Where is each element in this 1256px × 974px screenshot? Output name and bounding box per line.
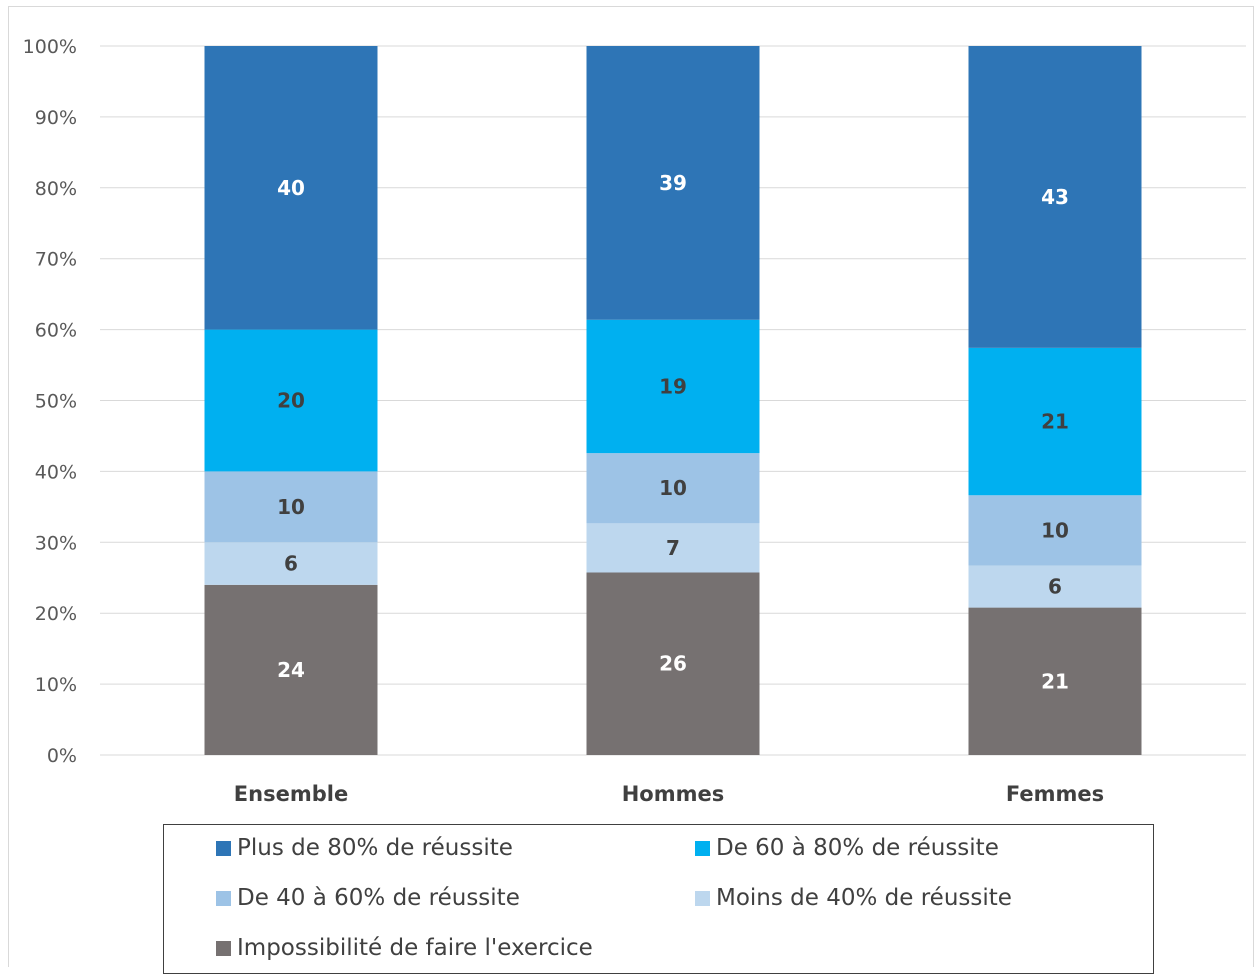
y-tick-label: 90% [35,107,77,129]
bar-segment [586,46,760,320]
data-label: 6 [1048,575,1062,599]
legend-item: De 40 à 60% de réussite [216,885,520,911]
data-label: 20 [277,389,305,413]
y-tick-label: 20% [35,603,77,625]
bar-segment [586,572,760,755]
data-label: 43 [1041,185,1069,209]
legend-swatch [216,890,231,906]
data-label: 6 [284,552,298,576]
legend-item: Moins de 40% de réussite [695,885,1012,911]
bar-segment [204,46,378,330]
legend-label: Moins de 40% de réussite [716,885,1012,911]
data-label: 21 [1041,410,1069,434]
bar-segment [968,565,1142,608]
bar-segment [968,46,1142,348]
data-label: 10 [277,495,305,519]
y-axis-tick-labels: 0% 10% 20% 30% 40% 50% 60% 70% 80% 90% 100% [23,36,77,767]
data-label: 19 [659,374,687,398]
category-label: Femmes [1006,782,1104,806]
category-labels: Ensemble Hommes Femmes [234,782,1104,806]
data-label: 21 [1041,669,1069,693]
bars: 24 6 10 20 40 26 7 10 19 39 21 6 10 21 43 [204,46,1142,755]
legend-item: Plus de 80% de réussite [216,835,513,861]
bar-segment [586,453,760,524]
y-tick-label: 40% [35,461,77,483]
y-tick-label: 50% [35,391,77,413]
bar-segment [968,347,1142,496]
bar-segment [204,584,378,755]
bar-segment [204,542,378,585]
data-label: 26 [659,652,687,676]
data-label: 10 [659,476,687,500]
bar-segment [204,471,378,543]
category-label: Hommes [622,782,725,806]
legend-item: Impossibilité de faire l'exercice [216,935,593,961]
data-label: 40 [277,176,305,200]
legend-swatch [216,940,231,956]
y-tick-label: 60% [35,320,77,342]
y-tick-label: 100% [23,36,77,58]
data-label: 7 [666,536,680,560]
legend-label: Impossibilité de faire l'exercice [237,935,593,961]
y-tick-label: 10% [35,674,77,696]
y-tick-label: 80% [35,178,77,200]
legend-label: De 40 à 60% de réussite [237,885,520,911]
legend: Plus de 80% de réussite De 60 à 80% de ré… [163,824,1154,974]
bar-segment [586,319,760,454]
data-label: 10 [1041,518,1069,542]
bar-segment [968,495,1142,566]
legend-swatch [216,840,231,856]
bar-segment [968,607,1142,755]
legend-swatch [695,840,710,856]
legend-swatch [695,890,710,906]
y-tick-label: 0% [47,745,77,767]
y-tick-label: 70% [35,249,77,271]
bar-segment [204,329,378,472]
bar-segment [586,523,760,573]
category-label: Ensemble [234,782,348,806]
legend-item: De 60 à 80% de réussite [695,835,999,861]
stacked-bar-chart: 0%10%20%30%40%50%60%70%80%90%100% 246102… [23,36,1246,806]
chart-frame [8,6,1254,967]
data-label: 24 [277,658,305,682]
legend-label: De 60 à 80% de réussite [716,835,999,861]
data-label: 39 [659,171,687,195]
y-tick-label: 30% [35,532,77,554]
legend-label: Plus de 80% de réussite [237,835,513,861]
